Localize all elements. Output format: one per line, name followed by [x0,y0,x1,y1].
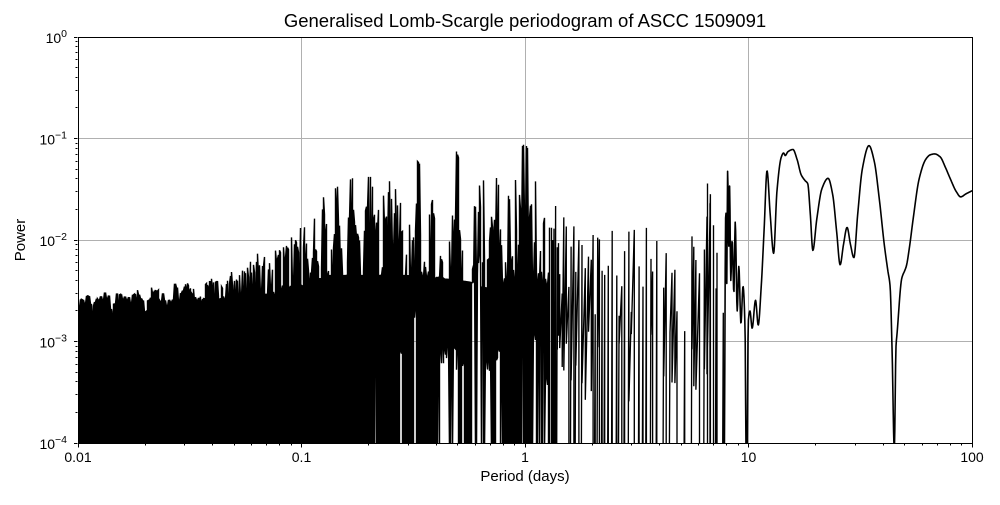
svg-text:100: 100 [46,28,68,46]
svg-text:0.01: 0.01 [64,449,91,465]
svg-text:0.1: 0.1 [292,449,312,465]
svg-text:Power: Power [12,219,29,262]
svg-text:100: 100 [960,449,984,465]
svg-text:10−1: 10−1 [39,130,67,148]
svg-text:1: 1 [521,449,529,465]
svg-text:Period (days): Period (days) [480,468,569,485]
svg-text:10: 10 [741,449,757,465]
svg-text:Generalised Lomb-Scargle perio: Generalised Lomb-Scargle periodogram of … [284,10,766,31]
svg-text:10−2: 10−2 [39,231,67,249]
svg-text:10−3: 10−3 [39,333,67,351]
svg-text:10−4: 10−4 [39,434,67,452]
